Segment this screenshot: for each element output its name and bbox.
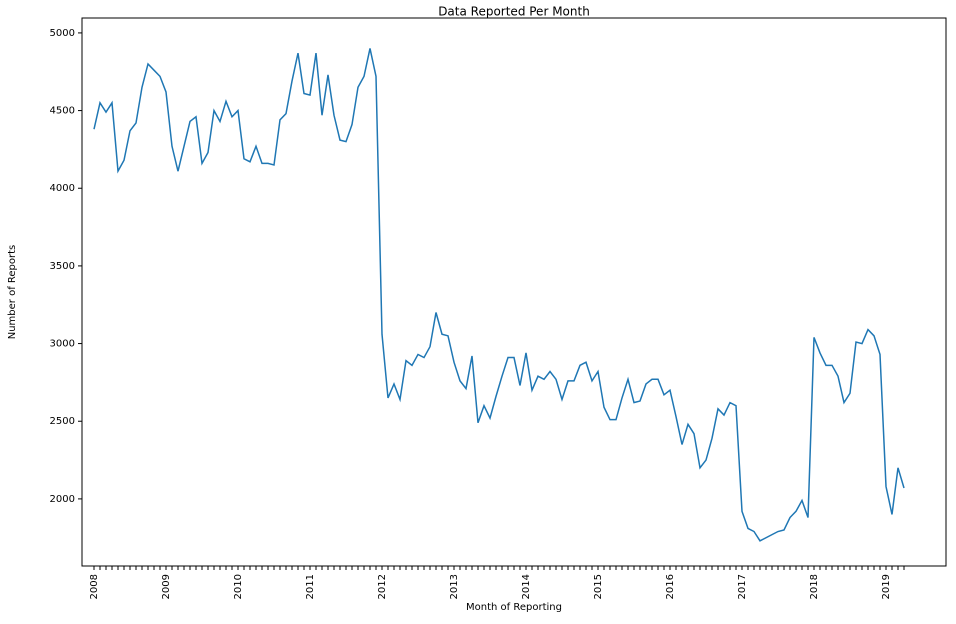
x-tick-label: 2011: [305, 574, 316, 599]
x-tick-label: 2019: [881, 574, 892, 599]
x-tick-label: 2013: [449, 574, 460, 599]
x-tick-label: 2017: [737, 574, 748, 599]
y-axis-label: Number of Reports: [7, 245, 18, 340]
x-tick-label: 2009: [161, 574, 172, 599]
plot-frame: [81, 17, 947, 567]
x-tick-label: 2010: [233, 574, 244, 599]
x-tick-label: 2015: [593, 574, 604, 599]
y-tick-label: 2000: [50, 494, 75, 505]
x-tick-label: 2018: [809, 574, 820, 599]
y-tick-label: 4000: [50, 183, 75, 194]
chart-title: Data Reported Per Month: [438, 5, 590, 19]
y-tick-label: 5000: [50, 28, 75, 39]
x-axis-label: Month of Reporting: [466, 602, 562, 613]
y-tick-label: 3000: [50, 339, 75, 350]
x-tick-label: 2008: [89, 574, 100, 599]
y-tick-label: 2500: [50, 416, 75, 427]
data-line: [93, 48, 905, 542]
x-tick-label: 2012: [377, 574, 388, 599]
y-tick-label: 4500: [50, 106, 75, 117]
y-tick-label: 3500: [50, 261, 75, 272]
x-tick-label: 2014: [521, 574, 532, 599]
x-tick-label: 2016: [665, 574, 676, 599]
